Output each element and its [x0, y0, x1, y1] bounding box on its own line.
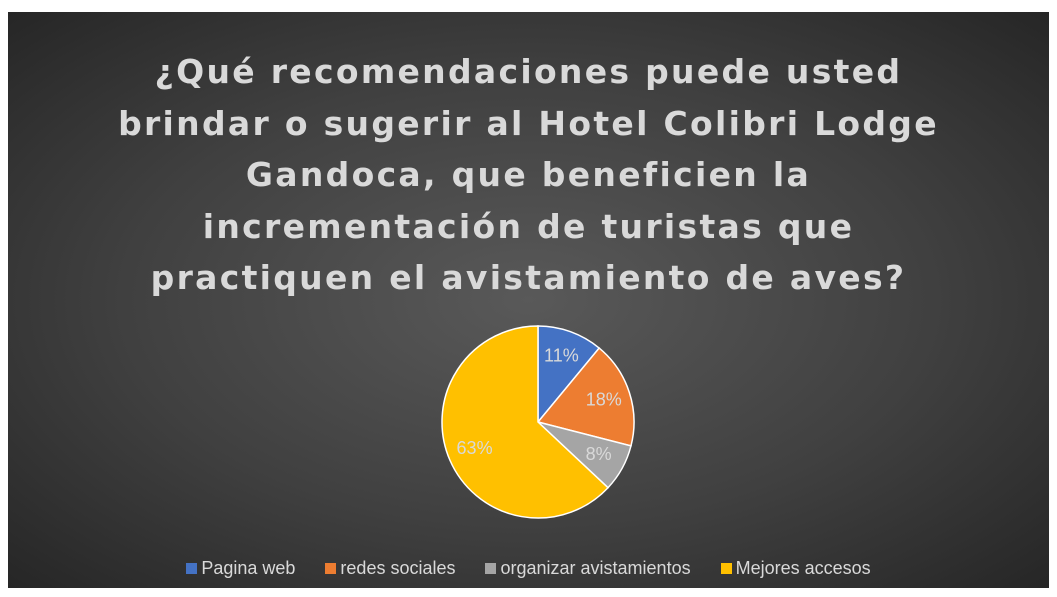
legend-label: organizar avistamientos [500, 558, 691, 578]
legend-swatch [720, 563, 732, 574]
data-label: 63% [457, 438, 493, 458]
pie-area: 11% 18% 8% 63% [441, 325, 635, 519]
legend-item: Mejores accesos [720, 558, 871, 579]
legend-label: redes sociales [340, 558, 456, 578]
legend-label: Mejores accesos [735, 558, 871, 578]
pie-slice [537, 325, 601, 425]
legend-item: redes sociales [325, 558, 455, 579]
data-label: 18% [586, 389, 622, 409]
pie-slice [536, 346, 635, 447]
legend-item: Pagina web [186, 558, 295, 579]
pie-slice [441, 325, 610, 519]
legend-label: Pagina web [201, 558, 296, 578]
legend-item: organizar avistamientos [485, 558, 691, 579]
legend-swatch [485, 563, 497, 574]
data-label: 8% [586, 444, 612, 464]
legend: Pagina web redes sociales organizar avista… [8, 558, 1049, 579]
chart-title: ¿Qué recomendaciones puede usted brindar… [118, 52, 939, 297]
legend-swatch [325, 563, 337, 574]
chart: ¿Qué recomendaciones puede usted brindar… [8, 12, 1049, 588]
legend-swatch [186, 563, 198, 574]
data-label: 11% [544, 346, 579, 366]
